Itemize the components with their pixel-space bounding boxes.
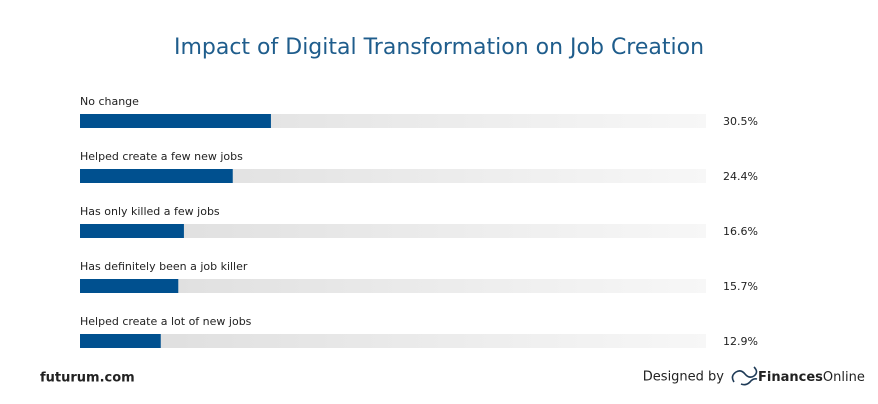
category-label: Helped create a few new jobs: [80, 150, 243, 163]
value-label: 16.6%: [723, 225, 758, 238]
bar-track: [80, 224, 706, 238]
bar-track: [80, 334, 706, 348]
brand: FinancesOnline: [758, 370, 865, 385]
category-label: Helped create a lot of new jobs: [80, 315, 252, 328]
source: futurum.com: [40, 371, 135, 386]
bar: [80, 334, 161, 348]
value-label: 30.5%: [723, 115, 758, 128]
bar: [80, 224, 184, 238]
brand-logo: [731, 366, 758, 386]
brand-part: Finances: [758, 370, 823, 385]
bar: [80, 114, 271, 128]
chart-title: Impact of Digital Transformation on Job …: [174, 35, 704, 60]
value-label: 15.7%: [723, 280, 758, 293]
value-label: 24.4%: [723, 170, 758, 183]
bar-track: [80, 279, 706, 293]
designed-by: Designed by: [643, 370, 725, 385]
value-label: 12.9%: [723, 335, 758, 348]
category-label: Has definitely been a job killer: [80, 260, 248, 273]
category-label: Has only killed a few jobs: [80, 205, 220, 218]
bar: [80, 279, 179, 293]
bar-track: [80, 169, 706, 183]
bar: [80, 169, 233, 183]
category-label: No change: [80, 95, 139, 108]
brand-part: Online: [823, 370, 865, 385]
